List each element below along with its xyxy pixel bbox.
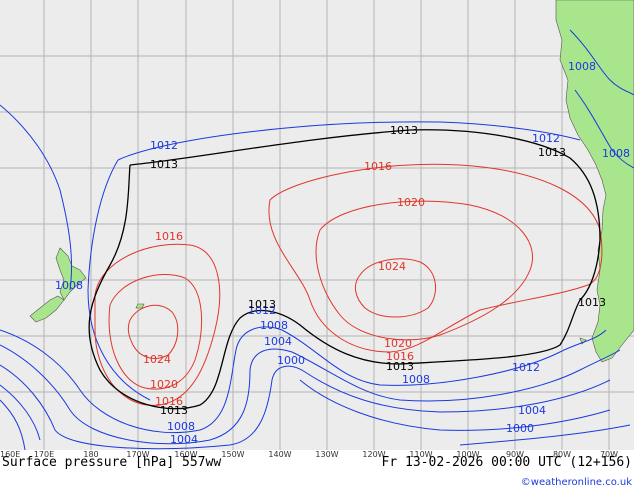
lon-label: 70W — [600, 450, 618, 459]
map-caption-left: Surface pressure [hPa] 557ww — [2, 455, 221, 470]
caption-band — [0, 450, 634, 490]
isobar-labels: 1012 1013 1013 1013 1012 1013 1008 1008 … — [55, 60, 630, 446]
lon-label: 170E — [34, 450, 54, 459]
isobar-label: 1013 — [248, 298, 276, 311]
isobar-label: 1016 — [155, 395, 183, 408]
isobar-label: 1000 — [277, 354, 305, 367]
isobar-label: 1013 — [538, 146, 566, 159]
isobar-label: 1004 — [264, 335, 292, 348]
isobar-label: 1013 — [578, 296, 606, 309]
isobar-low — [569, 29, 634, 96]
isobar-label: 1012 — [248, 304, 276, 317]
isobar-1013 — [88, 129, 601, 410]
isobar-label: 1024 — [378, 260, 406, 273]
lon-label: 100W — [456, 450, 479, 459]
lon-label: 130W — [315, 450, 338, 459]
isobar-label: 1016 — [386, 350, 414, 363]
lon-label: 140W — [268, 450, 291, 459]
isobar-label: 1008 — [602, 147, 630, 160]
isobar-high — [354, 258, 436, 318]
isobar-label: 1008 — [167, 420, 195, 433]
isobar-label: 1020 — [384, 337, 412, 350]
longitude-labels: 160E 170E 180 170W 160W 150W 140W 130W 1… — [0, 450, 618, 459]
lon-label: 180 — [83, 450, 98, 459]
map-credit[interactable]: ©weatheronline.co.uk — [521, 477, 632, 488]
new-zealand-south — [29, 295, 65, 323]
lon-label: 110W — [409, 450, 432, 459]
lon-label: 90W — [506, 450, 524, 459]
isobar-high — [127, 304, 179, 359]
isobar-label: 1020 — [397, 196, 425, 209]
isobar-low — [0, 399, 631, 451]
isobar-label: 1004 — [170, 433, 198, 446]
isobar-label: 1012 — [532, 132, 560, 145]
lon-label: 160E — [0, 450, 20, 459]
isobar-high — [108, 274, 203, 390]
isobar-low — [87, 159, 151, 401]
lon-label: 170W — [126, 450, 149, 459]
isobar-high — [315, 200, 533, 341]
lon-label: 120W — [362, 450, 385, 459]
lon-label: 150W — [221, 450, 244, 459]
isobar-label: 1008 — [55, 279, 83, 292]
isobar-label: 1012 — [512, 361, 540, 374]
isobar-label: 1012 — [150, 139, 178, 152]
isobar-low — [117, 121, 581, 161]
isobar-label: 1020 — [150, 378, 178, 391]
isobar-low — [0, 379, 611, 441]
map-caption-right: Fr 13-02-2026 00:00 UTC (12+156) — [382, 455, 632, 470]
isobar-low — [574, 89, 634, 169]
isobars — [0, 29, 634, 451]
isobar-label: 1024 — [143, 353, 171, 366]
isobar-low — [0, 364, 611, 450]
isobar-label: 1008 — [568, 60, 596, 73]
isobar-label: 1013 — [150, 158, 178, 171]
isobar-label: 1008 — [402, 373, 430, 386]
isobar-low — [0, 104, 73, 291]
isobar-label: 1013 — [160, 404, 188, 417]
isobar-low — [0, 326, 607, 434]
lon-label: 80W — [553, 450, 571, 459]
isobar-label: 1008 — [260, 319, 288, 332]
isobar-label: 1000 — [506, 422, 534, 435]
isobar-label: 1013 — [386, 360, 414, 373]
lon-label: 160W — [174, 450, 197, 459]
isobar-label: 1016 — [364, 160, 392, 173]
isobar-label: 1016 — [155, 230, 183, 243]
isobar-label: 1013 — [390, 124, 418, 137]
isobar-high — [268, 163, 603, 353]
isobar-label: 1004 — [518, 404, 546, 417]
isobar-low — [0, 344, 621, 445]
